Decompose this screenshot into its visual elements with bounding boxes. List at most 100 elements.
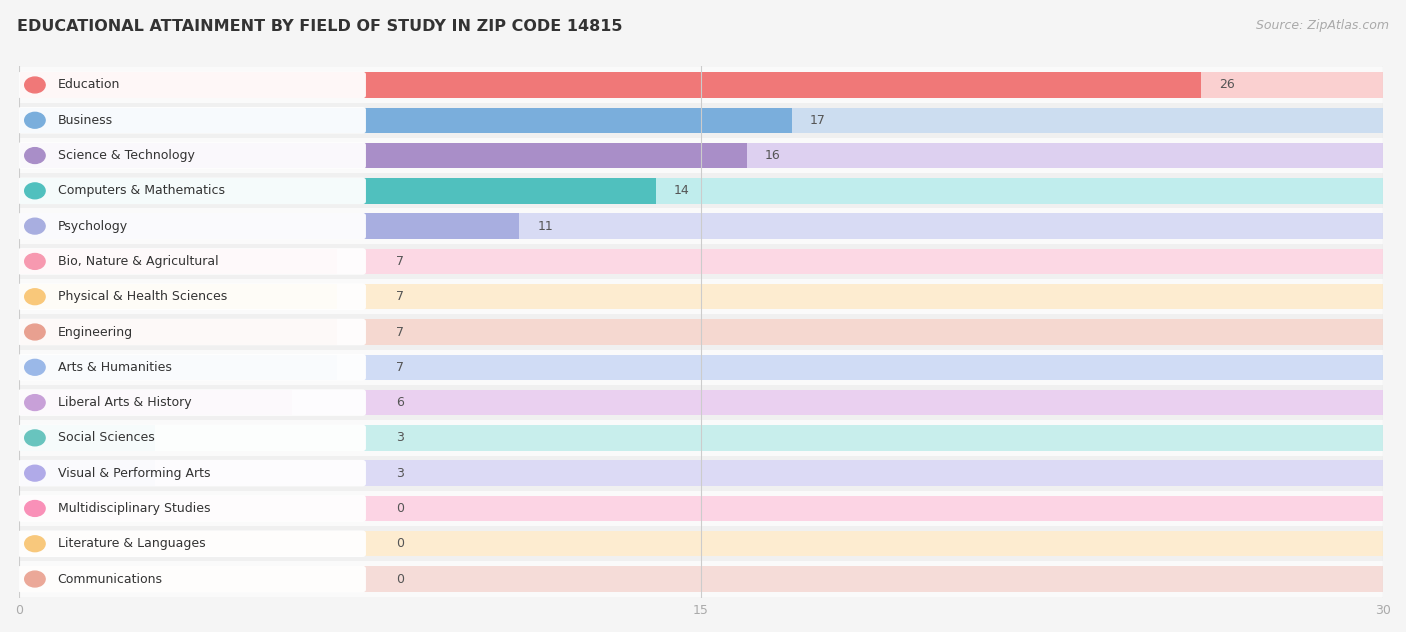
Bar — [20, 102, 1384, 138]
Text: 7: 7 — [396, 255, 405, 268]
Bar — [20, 456, 1384, 491]
Text: 14: 14 — [673, 185, 689, 197]
Circle shape — [25, 501, 45, 516]
Circle shape — [25, 571, 45, 587]
Text: 0: 0 — [396, 537, 405, 550]
Circle shape — [25, 218, 45, 234]
Bar — [20, 420, 1384, 456]
Bar — [20, 314, 1384, 349]
Bar — [20, 425, 156, 451]
Text: Business: Business — [58, 114, 112, 127]
Text: 17: 17 — [810, 114, 827, 127]
Text: Multidisciplinary Studies: Multidisciplinary Studies — [58, 502, 209, 515]
FancyBboxPatch shape — [18, 178, 366, 204]
Text: 16: 16 — [765, 149, 780, 162]
Bar — [20, 355, 1384, 380]
Bar — [20, 284, 1384, 310]
FancyBboxPatch shape — [18, 566, 366, 592]
Bar — [20, 355, 337, 380]
Text: Visual & Performing Arts: Visual & Performing Arts — [58, 466, 209, 480]
Bar — [20, 244, 1384, 279]
Text: 0: 0 — [396, 573, 405, 585]
FancyBboxPatch shape — [18, 319, 366, 345]
Bar — [20, 319, 337, 344]
Bar — [20, 107, 1384, 133]
Text: Arts & Humanities: Arts & Humanities — [58, 361, 172, 374]
Circle shape — [25, 148, 45, 164]
Text: 3: 3 — [396, 466, 405, 480]
FancyBboxPatch shape — [18, 213, 366, 240]
Bar — [20, 68, 1384, 102]
FancyBboxPatch shape — [18, 142, 366, 169]
Bar — [20, 491, 1384, 526]
Circle shape — [25, 465, 45, 481]
Bar — [20, 178, 655, 204]
Bar — [20, 349, 1384, 385]
FancyBboxPatch shape — [18, 389, 366, 416]
Text: Bio, Nature & Agricultural: Bio, Nature & Agricultural — [58, 255, 218, 268]
Circle shape — [25, 253, 45, 269]
Bar — [20, 526, 1384, 561]
Text: 6: 6 — [396, 396, 405, 409]
Bar — [20, 107, 792, 133]
Bar — [20, 566, 1384, 592]
Text: EDUCATIONAL ATTAINMENT BY FIELD OF STUDY IN ZIP CODE 14815: EDUCATIONAL ATTAINMENT BY FIELD OF STUDY… — [17, 19, 623, 34]
FancyBboxPatch shape — [18, 284, 366, 310]
Text: Engineering: Engineering — [58, 325, 132, 339]
Text: 11: 11 — [537, 220, 553, 233]
Text: Physical & Health Sciences: Physical & Health Sciences — [58, 290, 226, 303]
Circle shape — [25, 324, 45, 340]
FancyBboxPatch shape — [18, 354, 366, 380]
Text: 0: 0 — [396, 502, 405, 515]
FancyBboxPatch shape — [18, 107, 366, 133]
Bar — [20, 279, 1384, 314]
Bar — [20, 72, 1384, 98]
Text: Computers & Mathematics: Computers & Mathematics — [58, 185, 225, 197]
Text: 26: 26 — [1219, 78, 1234, 92]
Text: 7: 7 — [396, 290, 405, 303]
Bar — [20, 495, 1384, 521]
FancyBboxPatch shape — [18, 530, 366, 557]
Bar — [20, 209, 1384, 244]
Circle shape — [25, 289, 45, 305]
Bar — [20, 249, 1384, 274]
Bar — [20, 425, 1384, 451]
Text: Education: Education — [58, 78, 120, 92]
Text: Social Sciences: Social Sciences — [58, 432, 155, 444]
Text: 3: 3 — [396, 432, 405, 444]
Text: 7: 7 — [396, 325, 405, 339]
Text: Liberal Arts & History: Liberal Arts & History — [58, 396, 191, 409]
Bar — [20, 249, 337, 274]
Bar — [20, 385, 1384, 420]
FancyBboxPatch shape — [18, 248, 366, 275]
Circle shape — [25, 536, 45, 552]
Circle shape — [25, 77, 45, 93]
Circle shape — [25, 112, 45, 128]
Bar — [20, 178, 1384, 204]
Circle shape — [25, 394, 45, 411]
Bar — [20, 561, 1384, 597]
Bar — [20, 173, 1384, 209]
Text: Literature & Languages: Literature & Languages — [58, 537, 205, 550]
Bar — [20, 143, 1384, 168]
Bar — [20, 531, 1384, 556]
Text: Communications: Communications — [58, 573, 163, 585]
Bar — [20, 390, 292, 415]
Bar — [20, 461, 1384, 486]
Circle shape — [25, 430, 45, 446]
Circle shape — [25, 360, 45, 375]
Bar — [20, 72, 1201, 98]
Text: 7: 7 — [396, 361, 405, 374]
FancyBboxPatch shape — [18, 495, 366, 521]
Bar — [20, 143, 747, 168]
FancyBboxPatch shape — [18, 425, 366, 451]
Bar — [20, 319, 1384, 344]
Bar — [20, 138, 1384, 173]
Text: Psychology: Psychology — [58, 220, 128, 233]
Bar — [20, 461, 156, 486]
FancyBboxPatch shape — [18, 71, 366, 98]
Bar — [20, 284, 337, 310]
Bar — [20, 390, 1384, 415]
Text: Source: ZipAtlas.com: Source: ZipAtlas.com — [1256, 19, 1389, 32]
Text: Science & Technology: Science & Technology — [58, 149, 194, 162]
